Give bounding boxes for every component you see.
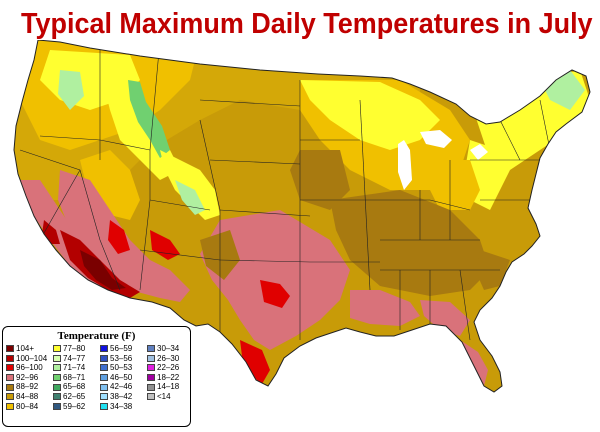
legend-item: 46–50 (100, 373, 132, 383)
legend-swatch (6, 354, 14, 362)
legend-swatch (100, 383, 108, 391)
legend-label: 26–30 (157, 353, 180, 363)
legend-swatch (6, 402, 14, 410)
legend-label: 18–22 (157, 372, 180, 382)
temperature-map (0, 40, 600, 432)
legend-label: 22–26 (157, 363, 180, 373)
legend-column: 30–34 26–30 22–26 18–22 14–18 <14 (147, 344, 179, 402)
legend-swatch (147, 393, 155, 401)
legend-swatch (6, 345, 14, 353)
legend-item: 92–96 (6, 373, 47, 383)
legend-label: 50–53 (110, 363, 133, 373)
legend-item: 22–26 (147, 363, 179, 373)
legend-label: 34–38 (110, 401, 133, 411)
legend-swatch (6, 383, 14, 391)
legend-swatch (53, 402, 61, 410)
legend-item: 14–18 (147, 382, 179, 392)
legend-column: 77–80 74–77 71–74 68–71 65–68 62–65 59–62 (53, 344, 85, 411)
legend-swatch (6, 364, 14, 372)
legend-swatch (100, 374, 108, 382)
legend-item: 38–42 (100, 392, 132, 402)
legend-label: 62–65 (63, 391, 86, 401)
legend-swatch (147, 374, 155, 382)
legend-label: 30–34 (157, 344, 180, 353)
legend-swatch (100, 364, 108, 372)
legend-swatch (100, 354, 108, 362)
legend-swatch (53, 393, 61, 401)
legend-column: 56–59 53–56 50–53 46–50 42–46 38–42 34–38 (100, 344, 132, 411)
legend-item: 42–46 (100, 382, 132, 392)
legend-swatch (147, 364, 155, 372)
legend-label: 56–59 (110, 344, 133, 353)
legend-label: 80–84 (16, 401, 39, 411)
legend-item: 77–80 (53, 344, 85, 354)
legend-label: 88–92 (16, 382, 39, 392)
legend-swatch (53, 345, 61, 353)
legend-label: 92–96 (16, 372, 39, 382)
legend-item: 53–56 (100, 354, 132, 364)
legend-label: 104+ (16, 344, 35, 353)
legend-item: 104+ (6, 344, 47, 354)
legend-label: <14 (157, 391, 171, 401)
legend-swatch (147, 383, 155, 391)
legend-column: 104+ 100–104 96–100 92–96 88–92 84–88 80–84 (6, 344, 47, 411)
legend-swatch (53, 383, 61, 391)
legend-swatch (100, 393, 108, 401)
legend-label: 53–56 (110, 353, 133, 363)
state-borders (19, 40, 551, 341)
legend-item: 50–53 (100, 363, 132, 373)
legend-swatch (6, 374, 14, 382)
legend-label: 14–18 (157, 382, 180, 392)
legend-item: 71–74 (53, 363, 85, 373)
legend-label: 96–100 (16, 363, 43, 373)
us-map-svg (13, 40, 591, 393)
legend-item: 74–77 (53, 354, 85, 364)
legend-label: 77–80 (63, 344, 86, 353)
legend-item: 62–65 (53, 392, 85, 402)
legend-label: 68–71 (63, 372, 86, 382)
legend-label: 46–50 (110, 372, 133, 382)
legend-item: 18–22 (147, 373, 179, 383)
map-title: Typical Maximum Daily Temperatures in Ju… (21, 8, 593, 40)
legend-swatch (100, 345, 108, 353)
legend-item: 84–88 (6, 392, 47, 402)
legend-label: 74–77 (63, 353, 86, 363)
legend-item: 80–84 (6, 402, 47, 412)
legend-item: 88–92 (6, 382, 47, 392)
legend-item: 34–38 (100, 402, 132, 412)
legend-item: <14 (147, 392, 179, 402)
legend-swatch (147, 345, 155, 353)
legend-label: 59–62 (63, 401, 86, 411)
legend-item: 26–30 (147, 354, 179, 364)
legend-label: 42–46 (110, 382, 133, 392)
legend-swatch (53, 374, 61, 382)
legend-swatch (147, 354, 155, 362)
legend: Temperature (F) 104+ 100–104 96–100 92–96 88… (2, 326, 191, 427)
legend-item: 30–34 (147, 344, 179, 354)
legend-item: 100–104 (6, 354, 47, 364)
legend-item: 59–62 (53, 402, 85, 412)
legend-swatch (53, 364, 61, 372)
legend-item: 56–59 (100, 344, 132, 354)
legend-title: Temperature (F) (57, 330, 136, 342)
legend-item: 65–68 (53, 382, 85, 392)
legend-swatch (6, 393, 14, 401)
legend-item: 96–100 (6, 363, 47, 373)
legend-label: 84–88 (16, 391, 39, 401)
legend-label: 100–104 (16, 353, 48, 363)
legend-swatch (53, 354, 61, 362)
legend-item: 68–71 (53, 373, 85, 383)
legend-swatch (100, 402, 108, 410)
legend-label: 65–68 (63, 382, 86, 392)
legend-label: 38–42 (110, 391, 133, 401)
legend-label: 71–74 (63, 363, 86, 373)
